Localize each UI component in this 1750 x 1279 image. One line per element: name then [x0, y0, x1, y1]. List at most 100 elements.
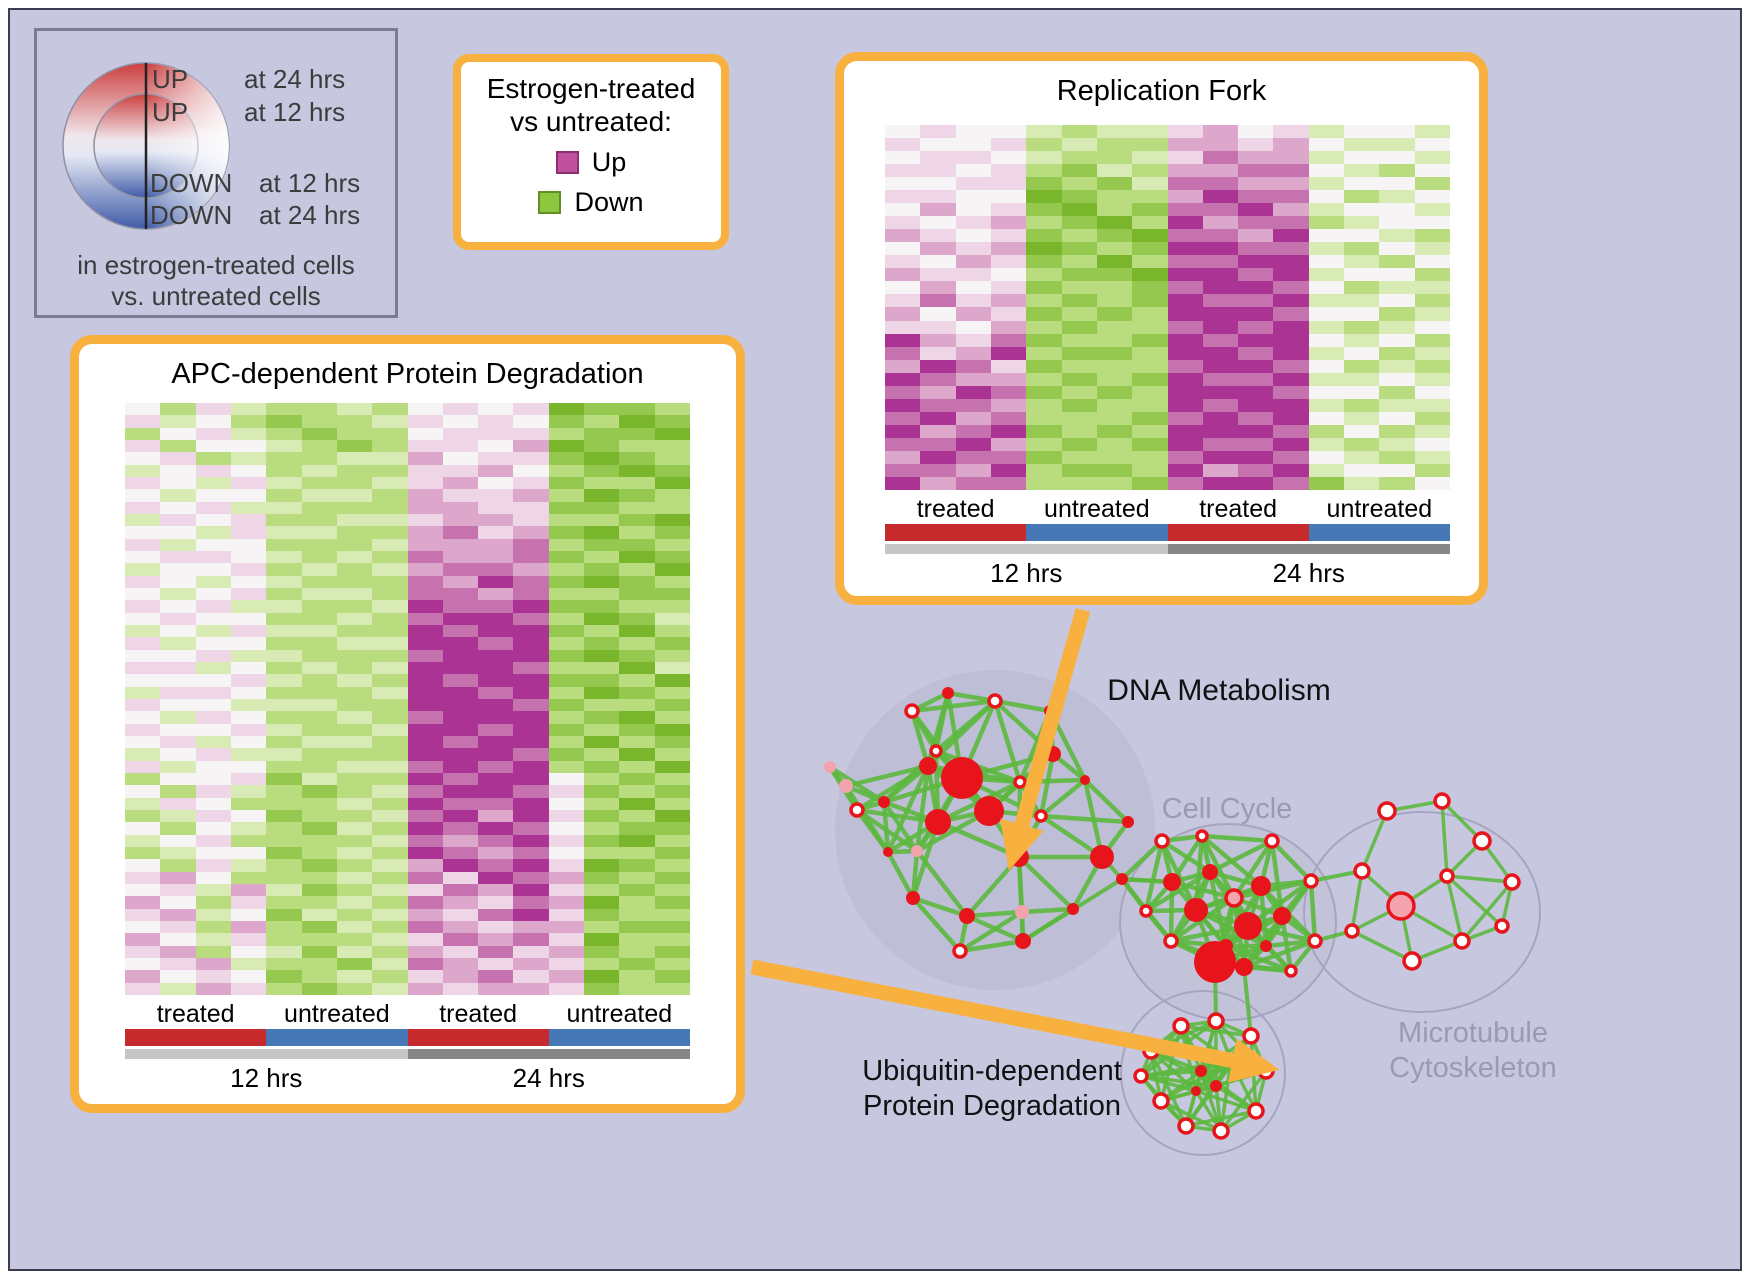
network-label: Protein Degradation	[863, 1090, 1121, 1122]
apc-condition-bar	[125, 1029, 690, 1046]
network-edge	[1445, 874, 1504, 928]
apc-time-label-12: 12 hrs	[230, 1063, 303, 1093]
network-edge	[1201, 833, 1273, 844]
apc-bar-treated-24	[407, 1029, 549, 1046]
color-key-item-up: Up	[555, 147, 627, 178]
network-node	[1472, 831, 1492, 851]
ring-caption-2: vs. untreated cells	[111, 281, 321, 311]
network-edge	[1159, 1025, 1183, 1102]
network-edge	[914, 765, 931, 852]
network-node	[1009, 847, 1029, 867]
network-edge	[886, 850, 915, 900]
network-node	[1234, 912, 1262, 940]
network-node	[1402, 951, 1422, 971]
network-edge	[915, 849, 969, 918]
network-edge	[912, 895, 968, 919]
color-key-title-line1: Estrogen-treated	[486, 73, 696, 104]
apc-timebar-24	[407, 1049, 690, 1059]
network-node	[1163, 873, 1181, 891]
network-edge	[855, 808, 919, 853]
network-edge	[909, 710, 931, 767]
network-node	[925, 809, 951, 835]
network-node	[911, 845, 923, 857]
rf-bar-untreated-24	[1308, 524, 1450, 541]
network-edge	[947, 690, 996, 704]
apc-group-label-3: treated	[439, 1000, 518, 1028]
rf-bar-treated-24	[1167, 524, 1309, 541]
color-key-item-down: Down	[538, 187, 644, 218]
network-edge	[910, 709, 938, 753]
network-label: Microtubule	[1398, 1017, 1548, 1049]
network-node	[1133, 1068, 1149, 1084]
network-edge	[1021, 906, 1074, 915]
network-edge	[1140, 1074, 1197, 1093]
network-node	[1139, 904, 1153, 918]
flow-arrow	[1000, 607, 1091, 871]
network-node	[952, 943, 968, 959]
network-node	[1152, 1092, 1170, 1110]
network-node	[1195, 829, 1209, 843]
apc-time-label-24: 24 hrs	[512, 1063, 585, 1093]
network-edge	[910, 850, 920, 899]
network-node	[1080, 775, 1090, 785]
network-edge	[933, 692, 951, 752]
figure-canvas: DNA Metabolism Cell Cycle Microtubule Cytos…	[8, 8, 1742, 1271]
network-label: Ubiquitin-dependent	[862, 1055, 1122, 1087]
ring-up24-label: UP	[152, 64, 188, 94]
network-edge	[856, 807, 939, 825]
rf-time-label-12: 12 hrs	[990, 558, 1063, 588]
ring-down24-time: at 24 hrs	[259, 200, 360, 230]
network-node	[1273, 907, 1291, 925]
network-node	[1503, 873, 1521, 891]
network-node	[1163, 933, 1179, 949]
rf-group-label-4: untreated	[1326, 495, 1433, 523]
network-node	[904, 703, 920, 719]
network-edge	[1445, 875, 1464, 942]
network-node	[1264, 833, 1280, 849]
network-node	[1090, 845, 1114, 869]
network-node	[1212, 1122, 1230, 1140]
network-node	[1439, 868, 1455, 884]
network-edge	[1225, 943, 1292, 974]
network-edge	[1168, 881, 1175, 942]
ring-caption-1: in estrogen-treated cells	[77, 250, 354, 280]
network-edge	[1200, 834, 1236, 900]
flow-arrow	[750, 959, 1280, 1083]
network-edge	[1120, 839, 1164, 881]
network-label: Cell Cycle	[1162, 793, 1293, 825]
network-node	[1015, 905, 1029, 919]
network-edge	[1233, 878, 1312, 901]
network-node	[1307, 933, 1323, 949]
cluster-ubiquitin-degradation	[1120, 990, 1286, 1156]
network-edge	[1039, 814, 1104, 859]
network-edge	[1144, 870, 1212, 913]
network-edge	[1083, 778, 1130, 824]
network-node	[1235, 958, 1253, 976]
apc-group-label-4: untreated	[566, 1000, 673, 1028]
network-node	[1122, 816, 1134, 828]
network-node	[1034, 809, 1048, 823]
network-edge	[881, 801, 891, 853]
network-node	[1219, 939, 1233, 953]
ring-down24-label: DOWN	[150, 200, 232, 230]
ring-down12-time: at 12 hrs	[259, 168, 360, 198]
rf-condition-bar	[885, 524, 1450, 541]
network-node	[959, 908, 975, 924]
network-node	[878, 796, 890, 808]
rf-time-bar	[885, 544, 1450, 554]
network-node	[1353, 862, 1371, 880]
up-label: Up	[591, 147, 627, 178]
network-edge	[1159, 840, 1199, 911]
network-label: DNA Metabolism	[1107, 674, 1330, 707]
network-bridge-edge	[1242, 966, 1253, 1037]
down-label: Down	[574, 187, 644, 218]
network-node	[1013, 775, 1027, 789]
network-node	[1257, 1062, 1275, 1080]
rf-bar-treated-12	[885, 524, 1027, 541]
network-node	[1251, 876, 1271, 896]
network-edge	[1269, 840, 1285, 917]
apc-degradation-title: APC-dependent Protein Degradation	[171, 358, 644, 390]
network-node	[1184, 898, 1208, 922]
replication-fork-heatmap	[885, 125, 1450, 490]
network-node	[1284, 964, 1298, 978]
